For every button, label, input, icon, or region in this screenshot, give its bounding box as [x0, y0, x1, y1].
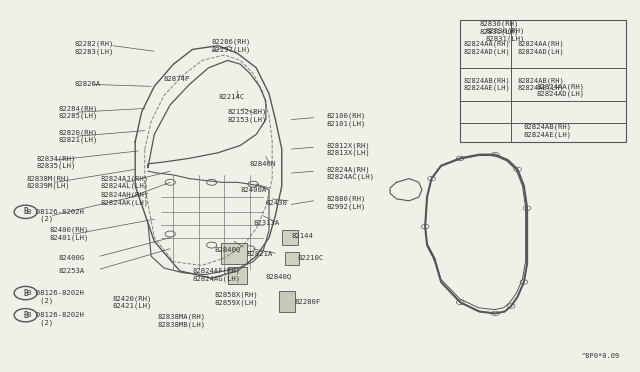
Text: 82820(RH)
82821(LH): 82820(RH) 82821(LH): [59, 129, 98, 143]
Bar: [228, 267, 246, 284]
Text: 82824AB(RH)
82824AE(LH): 82824AB(RH) 82824AE(LH): [463, 77, 510, 92]
Text: 82824AA(RH)
82824AD(LH): 82824AA(RH) 82824AD(LH): [518, 41, 564, 55]
Text: B 08126-8202H
   (2): B 08126-8202H (2): [27, 312, 84, 326]
Text: B: B: [23, 289, 28, 298]
Text: 82834(RH)
82835(LH): 82834(RH) 82835(LH): [36, 155, 76, 169]
Text: 82824AF(RH)
82824AG(LH): 82824AF(RH) 82824AG(LH): [193, 267, 241, 282]
Text: 82858X(RH)
82859X(LH): 82858X(RH) 82859X(LH): [215, 292, 259, 306]
Circle shape: [428, 176, 435, 181]
Circle shape: [456, 300, 464, 305]
Text: 82253A: 82253A: [59, 268, 85, 274]
Circle shape: [520, 280, 528, 284]
Text: 82280F: 82280F: [294, 299, 321, 305]
Text: 82874P: 82874P: [164, 76, 190, 82]
Circle shape: [421, 224, 429, 229]
Text: 82152(RH)
82153(LH): 82152(RH) 82153(LH): [228, 109, 267, 123]
Bar: [278, 291, 294, 311]
Text: 82420(RH)
82421(LH): 82420(RH) 82421(LH): [113, 295, 152, 309]
Text: 82840N: 82840N: [250, 161, 276, 167]
Bar: [221, 243, 246, 263]
Text: 82880(RH)
82992(LH): 82880(RH) 82992(LH): [326, 196, 365, 209]
Text: 82284(RH)
82285(LH): 82284(RH) 82285(LH): [59, 105, 98, 119]
Text: 82830(RH)
82831(LH): 82830(RH) 82831(LH): [479, 21, 518, 35]
Text: 82824A(RH)
82824AC(LH): 82824A(RH) 82824AC(LH): [326, 166, 374, 180]
Text: 82210C: 82210C: [298, 255, 324, 261]
Text: 82838MA(RH)
82838MB(LH): 82838MA(RH) 82838MB(LH): [157, 314, 205, 328]
Text: 82812X(RH)
82813X(LH): 82812X(RH) 82813X(LH): [326, 142, 370, 156]
Circle shape: [492, 311, 499, 315]
Text: 82824AA(RH)
82824AD(LH): 82824AA(RH) 82824AD(LH): [537, 83, 585, 97]
Text: 82830(RH)
82831(LH): 82830(RH) 82831(LH): [486, 28, 525, 42]
Text: 82400(RH)
82401(LH): 82400(RH) 82401(LH): [49, 227, 88, 241]
Text: 82824AB(RH)
82824AE(LH): 82824AB(RH) 82824AE(LH): [518, 77, 564, 92]
Text: 82824AH(RH)
82824AK(LH): 82824AH(RH) 82824AK(LH): [100, 192, 148, 206]
Text: B 08126-8202H
   (2): B 08126-8202H (2): [27, 290, 84, 304]
Text: 82430: 82430: [266, 200, 288, 206]
Text: ^8P0*0.09: ^8P0*0.09: [581, 353, 620, 359]
Text: B: B: [23, 311, 28, 320]
Text: B 08126-8202H
   (2): B 08126-8202H (2): [27, 209, 84, 222]
Text: 82214C: 82214C: [218, 94, 244, 100]
Text: 82100(RH)
82101(LH): 82100(RH) 82101(LH): [326, 113, 365, 126]
Text: 82838M(RH)
82839M(LH): 82838M(RH) 82839M(LH): [27, 175, 70, 189]
Text: 82286(RH)
82297(LH): 82286(RH) 82297(LH): [212, 39, 251, 53]
Text: 82400A: 82400A: [241, 187, 267, 193]
Text: 82313A: 82313A: [253, 220, 279, 226]
Text: 82840Q: 82840Q: [266, 273, 292, 279]
Text: 82144: 82144: [291, 233, 313, 239]
Bar: [460, 20, 626, 142]
Bar: [282, 230, 298, 245]
Text: 82824AA(RH)
82824AD(LH): 82824AA(RH) 82824AD(LH): [463, 41, 510, 55]
Text: 82840Q: 82840Q: [215, 246, 241, 252]
Text: 82824AJ(RH)
82824AL(LH): 82824AJ(RH) 82824AL(LH): [100, 175, 148, 189]
Circle shape: [508, 304, 515, 308]
Text: 82282(RH)
82283(LH): 82282(RH) 82283(LH): [75, 41, 114, 55]
Bar: [285, 253, 299, 265]
Text: 82826A: 82826A: [75, 81, 101, 87]
Circle shape: [492, 153, 499, 157]
Circle shape: [456, 156, 464, 161]
Circle shape: [514, 167, 522, 171]
Text: B: B: [23, 207, 28, 217]
Text: 82400G: 82400G: [59, 255, 85, 261]
Circle shape: [524, 206, 531, 211]
Text: 82821A: 82821A: [246, 251, 273, 257]
Text: 82824AB(RH)
82824AE(LH): 82824AB(RH) 82824AE(LH): [524, 124, 572, 138]
